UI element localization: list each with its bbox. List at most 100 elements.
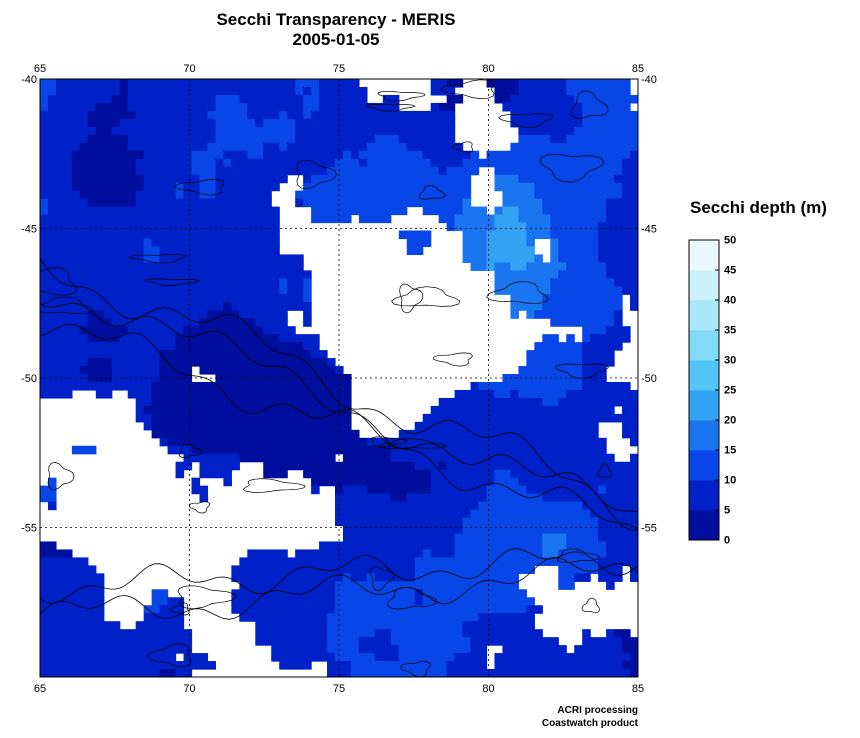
depth-cell bbox=[510, 110, 583, 120]
depth-cell bbox=[406, 246, 424, 256]
depth-cell bbox=[574, 126, 638, 136]
colorbar-tick-label: 5 bbox=[724, 505, 730, 517]
depth-cell bbox=[199, 174, 217, 184]
depth-cell bbox=[311, 485, 320, 495]
depth-cell bbox=[494, 661, 623, 670]
depth-cell bbox=[335, 501, 480, 511]
depth-cell bbox=[582, 350, 615, 359]
depth-cell bbox=[558, 573, 575, 582]
depth-cell bbox=[406, 142, 464, 152]
depth-cell bbox=[526, 238, 535, 248]
depth-cell bbox=[119, 118, 217, 128]
depth-cell bbox=[590, 509, 638, 519]
depth-cell bbox=[247, 110, 280, 120]
depth-cell bbox=[40, 565, 97, 574]
depth-cell bbox=[71, 158, 137, 168]
lon-tick-label-bottom: 75 bbox=[333, 683, 345, 695]
depth-cell bbox=[40, 158, 73, 168]
depth-cell bbox=[87, 358, 113, 367]
depth-cell bbox=[183, 326, 264, 335]
depth-cell bbox=[40, 541, 57, 551]
depth-cell bbox=[414, 597, 424, 606]
depth-cell bbox=[159, 437, 169, 447]
depth-cell bbox=[622, 158, 638, 168]
lon-tick-label-top: 80 bbox=[482, 63, 494, 75]
depth-cell bbox=[566, 79, 631, 88]
depth-cell bbox=[79, 190, 137, 200]
depth-cell bbox=[327, 613, 480, 622]
depth-cell bbox=[40, 310, 89, 319]
depth-cell bbox=[40, 110, 89, 120]
depth-cell bbox=[335, 581, 519, 590]
depth-cell bbox=[87, 318, 113, 327]
depth-cell bbox=[143, 246, 161, 256]
depth-cell bbox=[47, 477, 57, 487]
lat-tick-label-left: -55 bbox=[21, 523, 37, 535]
depth-cell bbox=[295, 118, 456, 128]
depth-cell bbox=[231, 158, 336, 168]
depth-cell bbox=[462, 525, 599, 535]
depth-cell bbox=[358, 214, 392, 224]
depth-cell bbox=[40, 326, 81, 335]
depth-cell bbox=[40, 581, 105, 590]
credit-product: Coastwatch product bbox=[541, 718, 638, 729]
depth-cell bbox=[462, 238, 488, 248]
depth-cell bbox=[494, 262, 512, 271]
depth-cell bbox=[40, 254, 145, 263]
depth-cell bbox=[542, 334, 559, 343]
depth-cell bbox=[71, 182, 145, 192]
depth-cell bbox=[71, 445, 97, 455]
depth-cell bbox=[622, 182, 638, 192]
depth-cell bbox=[398, 134, 456, 144]
contour-ring bbox=[170, 602, 190, 616]
depth-cell bbox=[335, 517, 464, 527]
depth-cell bbox=[159, 669, 177, 677]
depth-cell bbox=[494, 270, 559, 279]
colorbar-segment bbox=[689, 270, 719, 301]
depth-cell bbox=[335, 493, 392, 503]
depth-cell bbox=[40, 182, 73, 192]
depth-cell bbox=[199, 469, 232, 479]
depth-cell bbox=[430, 485, 488, 495]
depth-cell bbox=[239, 557, 416, 566]
depth-cell bbox=[622, 421, 638, 431]
depth-cell bbox=[335, 597, 416, 606]
depth-cell bbox=[40, 134, 89, 144]
depth-cell bbox=[175, 182, 185, 192]
depth-cell bbox=[247, 102, 304, 112]
depth-cell bbox=[526, 358, 583, 367]
depth-cell bbox=[366, 573, 376, 582]
depth-cell bbox=[486, 79, 519, 88]
depth-cell bbox=[127, 94, 217, 104]
depth-cell bbox=[582, 118, 638, 128]
depth-cell bbox=[598, 565, 623, 574]
depth-cell bbox=[446, 461, 638, 471]
depth-cell bbox=[486, 230, 527, 240]
depth-cell bbox=[454, 222, 496, 232]
depth-cell bbox=[494, 389, 512, 399]
depth-cell bbox=[223, 302, 232, 311]
depth-cell bbox=[175, 342, 304, 351]
depth-cell bbox=[518, 214, 551, 224]
depth-cell bbox=[311, 477, 432, 487]
colorbar-segment bbox=[689, 510, 719, 541]
depth-cell bbox=[438, 397, 543, 407]
depth-cell bbox=[630, 437, 638, 447]
depth-cell bbox=[183, 453, 240, 463]
depth-cell bbox=[598, 222, 638, 232]
depth-cell bbox=[438, 214, 456, 224]
contour-line bbox=[40, 302, 638, 513]
depth-cell bbox=[255, 318, 288, 327]
depth-cell bbox=[614, 318, 623, 327]
depth-cell bbox=[295, 79, 320, 88]
depth-cell bbox=[279, 110, 288, 120]
depth-cell bbox=[255, 629, 328, 638]
depth-cell bbox=[55, 79, 121, 88]
depth-cell bbox=[79, 142, 129, 152]
depth-cell bbox=[430, 549, 456, 558]
depth-cell bbox=[40, 493, 57, 503]
depth-cell bbox=[87, 110, 137, 120]
depth-cell bbox=[494, 214, 519, 224]
depth-cell bbox=[247, 150, 264, 160]
depth-cell bbox=[494, 94, 512, 104]
